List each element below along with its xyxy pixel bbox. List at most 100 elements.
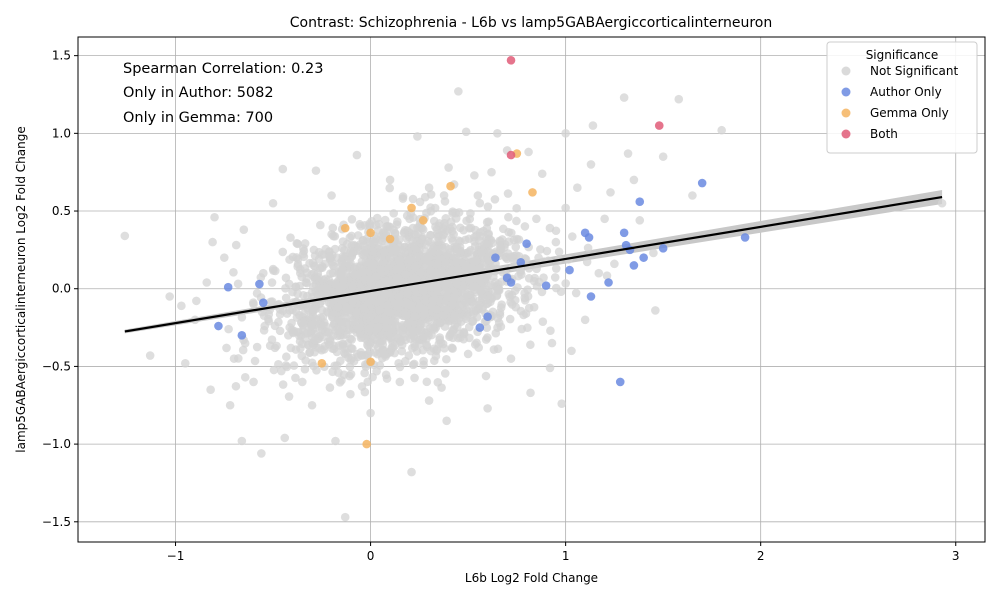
cloud-point — [282, 352, 291, 362]
cloud-point — [505, 314, 515, 324]
cloud-point — [481, 335, 491, 344]
point-both — [654, 121, 664, 130]
point-not-significant — [331, 436, 340, 446]
cloud-point — [333, 331, 342, 341]
cloud-point — [440, 280, 450, 289]
point-not-significant — [512, 234, 522, 244]
point-author-only — [541, 281, 551, 290]
y-tick-label: 0.5 — [52, 204, 71, 218]
cloud-point — [446, 217, 456, 227]
point-not-significant — [619, 93, 629, 102]
point-not-significant — [567, 346, 576, 356]
cloud-point — [490, 195, 500, 204]
cloud-point — [376, 265, 386, 274]
cloud-point — [476, 286, 486, 296]
point-not-significant — [493, 129, 502, 138]
cloud-point — [495, 308, 505, 317]
cloud-point — [450, 311, 459, 321]
cloud-point — [380, 248, 389, 257]
cloud-point — [425, 237, 435, 247]
y-tick-label: −0.5 — [42, 359, 71, 373]
y-tick-label: −1.5 — [42, 515, 71, 529]
cloud-point — [539, 273, 548, 282]
point-not-significant — [717, 125, 726, 135]
y-axis-label: lamp5GABAergiccorticalinterneuron Log2 F… — [14, 126, 28, 452]
cloud-point — [410, 262, 420, 272]
series-gemma-only — [317, 149, 537, 449]
cloud-point — [233, 279, 243, 289]
cloud-point — [321, 244, 330, 254]
cloud-point — [267, 278, 277, 287]
cloud-point — [365, 312, 375, 322]
cloud-point — [380, 322, 390, 332]
point-not-significant — [407, 467, 416, 477]
point-not-significant — [165, 292, 174, 301]
cloud-point — [380, 315, 390, 324]
cloud-point — [484, 217, 493, 226]
annotation-only-gemma: Only in Gemma: 700 — [123, 110, 273, 126]
legend: Significance Not Significant Author Only G… — [826, 41, 978, 154]
cloud-point — [264, 314, 273, 324]
x-tick-label: 3 — [952, 549, 960, 563]
point-gemma-only — [366, 357, 375, 367]
point-gemma-only — [340, 223, 350, 233]
cloud-point — [550, 273, 560, 282]
point-gemma-only — [317, 359, 327, 368]
point-not-significant — [280, 433, 290, 443]
point-author-only — [586, 292, 596, 301]
point-not-significant — [366, 408, 375, 418]
x-tick-label: −1 — [167, 549, 185, 563]
point-not-significant — [210, 212, 219, 222]
cloud-point — [462, 311, 472, 321]
point-author-only — [483, 312, 492, 321]
point-author-only — [565, 265, 574, 275]
point-not-significant — [177, 301, 186, 311]
point-author-only — [491, 253, 500, 262]
x-axis-label: L6b Log2 Fold Change — [465, 571, 598, 585]
cloud-point — [281, 284, 290, 293]
cloud-point — [452, 257, 461, 267]
cloud-point — [532, 264, 541, 274]
point-not-significant — [229, 354, 239, 363]
cloud-point — [448, 299, 458, 309]
cloud-point — [310, 335, 320, 345]
cloud-point — [412, 347, 422, 356]
cloud-point — [338, 281, 347, 291]
cloud-point — [358, 235, 368, 245]
cloud-point — [432, 284, 442, 294]
cloud-point — [337, 258, 347, 268]
y-tick-label: 1.0 — [52, 126, 71, 140]
point-not-significant — [658, 152, 668, 161]
legend-entry-label: Author Only — [870, 85, 942, 99]
cloud-point — [292, 238, 302, 248]
point-not-significant — [551, 237, 561, 247]
regression-line — [124, 195, 943, 333]
cloud-point — [395, 334, 405, 344]
cloud-point — [278, 247, 288, 257]
cloud-point — [371, 272, 381, 281]
cloud-point — [483, 202, 493, 211]
cloud-point — [344, 325, 354, 335]
cloud-point — [266, 297, 275, 307]
point-gemma-only — [362, 439, 371, 449]
point-not-significant — [208, 237, 217, 247]
cloud-point — [430, 203, 440, 213]
cloud-point — [568, 232, 577, 241]
cloud-point — [321, 327, 330, 337]
point-not-significant — [307, 400, 317, 410]
cloud-point — [504, 289, 514, 299]
cloud-point — [478, 302, 488, 312]
point-gemma-only — [418, 216, 428, 225]
point-both — [506, 150, 516, 160]
cloud-point — [546, 326, 555, 336]
cloud-point — [321, 283, 331, 293]
cloud-point — [410, 373, 419, 383]
cloud-point — [248, 298, 258, 307]
cloud-point — [281, 273, 291, 283]
chart-title: Contrast: Schizophrenia - L6b vs lamp5GA… — [290, 15, 772, 31]
point-author-only — [658, 244, 668, 253]
cloud-point — [348, 297, 357, 306]
point-not-significant — [180, 359, 190, 368]
cloud-point — [424, 331, 433, 340]
cloud-point — [365, 324, 374, 334]
